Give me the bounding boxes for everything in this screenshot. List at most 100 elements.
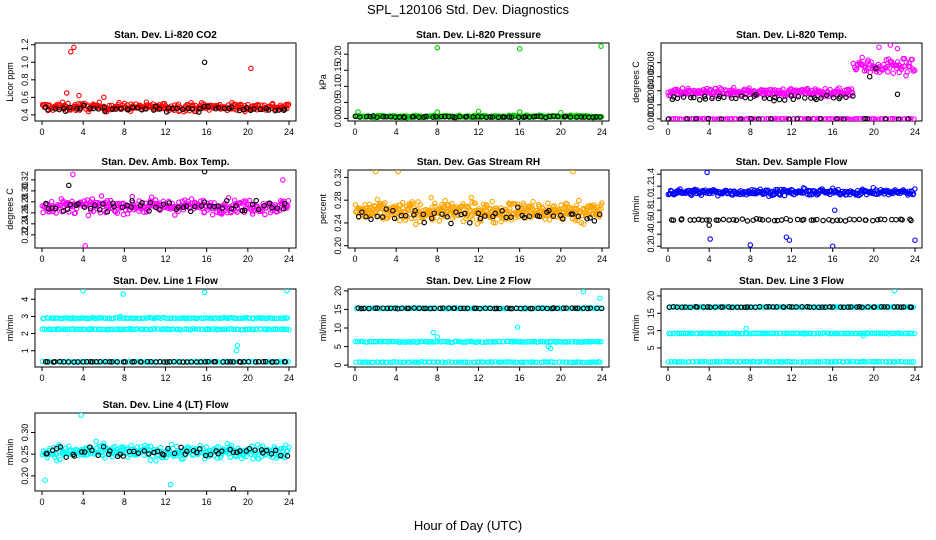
data-point xyxy=(468,194,475,201)
data-point xyxy=(413,359,419,365)
y-tick-label: 0.28 xyxy=(20,193,30,211)
data-point xyxy=(793,304,799,310)
data-point xyxy=(550,213,557,219)
data-point xyxy=(119,326,125,333)
data-point xyxy=(253,197,259,204)
data-point xyxy=(202,456,208,462)
data-point xyxy=(544,200,551,207)
data-point xyxy=(57,456,63,463)
data-point xyxy=(898,359,905,365)
y-tick-label: 0.10 xyxy=(333,78,343,96)
data-point xyxy=(811,115,818,121)
data-point xyxy=(420,211,427,218)
data-point xyxy=(556,359,563,365)
data-point xyxy=(461,210,468,217)
data-point xyxy=(863,359,869,365)
data-point xyxy=(127,325,134,332)
data-point xyxy=(693,190,700,197)
data-point xyxy=(712,304,719,310)
data-point xyxy=(591,218,598,224)
data-point xyxy=(707,304,713,311)
data-point xyxy=(167,326,173,333)
data-point xyxy=(477,215,484,222)
data-point xyxy=(66,182,72,189)
plot-frame xyxy=(660,169,923,249)
data-point xyxy=(43,326,50,333)
data-point xyxy=(839,330,845,337)
data-point xyxy=(665,116,672,121)
data-point xyxy=(166,200,173,206)
plot-points xyxy=(352,170,605,228)
data-point xyxy=(857,61,863,67)
data-point xyxy=(521,359,527,365)
data-point xyxy=(269,100,276,107)
x-tick-label: 16 xyxy=(515,127,525,137)
data-point xyxy=(770,330,777,337)
data-point xyxy=(417,218,423,225)
data-point xyxy=(107,448,113,454)
data-point xyxy=(819,330,826,336)
data-point xyxy=(733,217,740,224)
data-point xyxy=(161,359,167,365)
x-tick-label: 4 xyxy=(81,373,86,383)
chart-panel-10: Stan. Dev. Line 4 (LT) Flow ml/min 0 4 8 12 16… xyxy=(5,400,297,507)
data-point xyxy=(903,59,910,66)
data-point xyxy=(560,215,566,222)
data-point xyxy=(591,202,597,208)
y-tick-label: 0.28 xyxy=(333,191,343,209)
data-point xyxy=(203,444,210,450)
data-point xyxy=(260,359,267,365)
data-point xyxy=(122,359,128,365)
data-point xyxy=(899,63,905,70)
data-point xyxy=(881,216,888,223)
data-point xyxy=(911,116,917,121)
data-point xyxy=(406,339,412,345)
data-point xyxy=(233,347,240,354)
data-point xyxy=(788,86,794,92)
data-point xyxy=(569,359,575,366)
data-point xyxy=(374,305,381,311)
data-point xyxy=(715,359,721,365)
data-point xyxy=(743,325,749,332)
data-point xyxy=(157,206,163,212)
y-tick-label: 1.2 xyxy=(646,180,656,193)
data-point xyxy=(401,214,408,220)
panel-y-axis-label: percent xyxy=(318,193,328,224)
data-point xyxy=(262,358,269,365)
data-point xyxy=(546,207,552,214)
data-point xyxy=(395,170,401,175)
data-point xyxy=(580,221,587,227)
data-point xyxy=(157,358,163,365)
data-point xyxy=(678,216,685,222)
data-point xyxy=(410,113,416,120)
data-point xyxy=(399,305,405,311)
x-tick-label: 8 xyxy=(435,254,440,264)
data-point xyxy=(235,102,242,108)
data-point xyxy=(848,304,854,310)
data-point xyxy=(490,219,497,226)
data-point xyxy=(114,359,120,365)
data-point xyxy=(767,358,773,365)
y-tick-label: 0.6 xyxy=(646,216,656,229)
data-point xyxy=(744,304,751,310)
data-point xyxy=(432,200,438,207)
data-point xyxy=(444,214,450,220)
data-point xyxy=(453,338,460,345)
data-point xyxy=(286,327,292,333)
y-tick-label: 5 xyxy=(333,344,343,349)
plot-points xyxy=(665,170,918,248)
data-point xyxy=(540,206,546,212)
y-tick-label: 0.002 xyxy=(646,94,656,117)
data-point xyxy=(400,305,407,311)
data-point xyxy=(881,304,887,310)
x-tick-label: 16 xyxy=(828,373,838,383)
x-tick-label: 0 xyxy=(665,127,670,137)
x-tick-label: 8 xyxy=(435,373,440,383)
data-point xyxy=(830,304,836,310)
data-point xyxy=(461,305,467,311)
data-point xyxy=(458,359,465,365)
data-point xyxy=(192,326,199,332)
data-point xyxy=(549,359,556,365)
x-tick-label: 12 xyxy=(160,497,170,507)
